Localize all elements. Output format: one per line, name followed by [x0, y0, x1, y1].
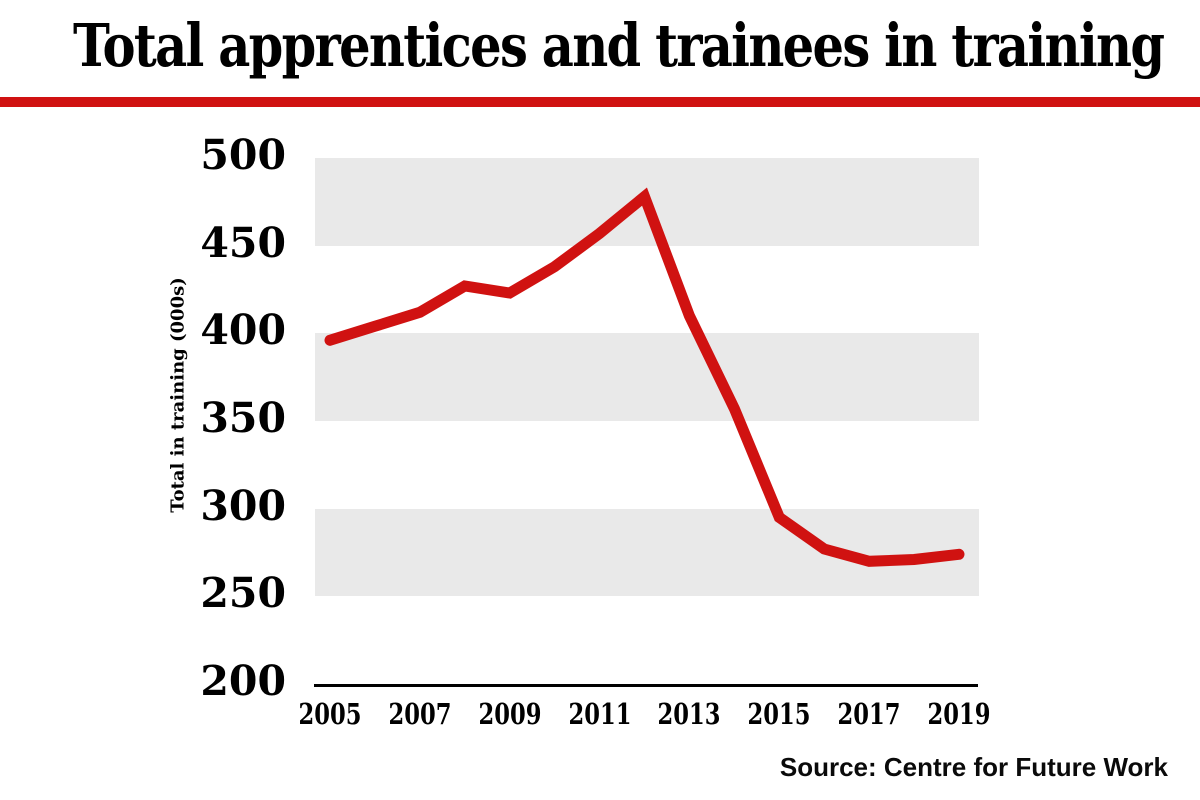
- y-tick-label: 500: [200, 131, 286, 179]
- grid-band: [315, 508, 979, 597]
- x-axis-line: [314, 684, 978, 687]
- x-tick-label: 2013: [657, 697, 721, 731]
- y-tick-label: 350: [200, 394, 286, 442]
- x-tick-label: 2005: [298, 697, 362, 731]
- y-tick-label: 200: [200, 657, 286, 705]
- x-tick-label: 2019: [927, 697, 991, 731]
- x-tick-label: 2015: [747, 697, 811, 731]
- y-tick-label: 450: [200, 218, 286, 267]
- x-tick-label: 2017: [837, 697, 901, 731]
- grid-band: [315, 333, 979, 421]
- y-tick-label: 400: [200, 306, 286, 355]
- y-tick-label: 300: [200, 481, 286, 530]
- title-rule-accent: [0, 97, 1200, 107]
- chart-title: Total apprentices and trainees in traini…: [73, 11, 1165, 80]
- source-caption: Source: Centre for Future Work: [779, 752, 1168, 782]
- x-tick-label: 2011: [568, 697, 632, 731]
- x-tick-label: 2009: [478, 697, 542, 731]
- x-tick-label: 2007: [388, 697, 452, 731]
- data-line-series: [324, 187, 965, 567]
- y-tick-label: 250: [200, 569, 286, 618]
